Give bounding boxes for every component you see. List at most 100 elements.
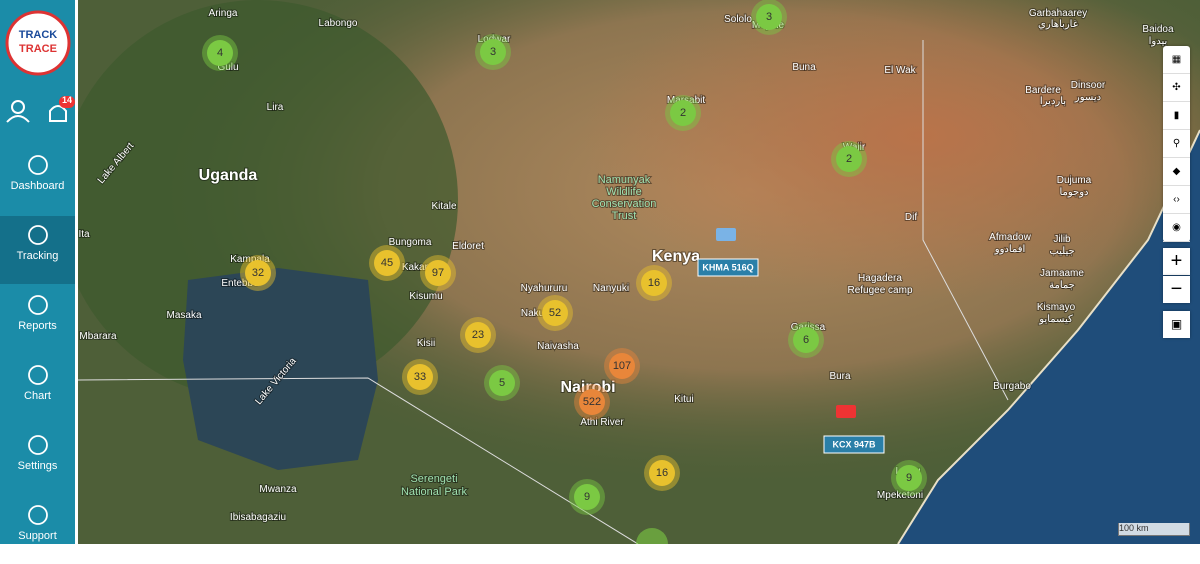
nav-icon bbox=[27, 435, 48, 455]
nav-item[interactable]: Tracking bbox=[0, 216, 75, 284]
cluster-count: 3 bbox=[766, 11, 772, 23]
cluster-dot bbox=[245, 260, 271, 286]
cluster-count: 97 bbox=[432, 267, 444, 279]
map-label: كيسمايو bbox=[1038, 314, 1073, 325]
vehicle-label: KHMA 516Q bbox=[702, 262, 753, 272]
cluster[interactable]: 23 bbox=[460, 317, 496, 353]
map-label: National Park bbox=[401, 486, 468, 498]
map-label: Lira bbox=[267, 102, 284, 113]
cluster-count: 9 bbox=[584, 491, 590, 503]
cluster-count: 16 bbox=[648, 277, 660, 289]
map-label: Trust bbox=[612, 210, 637, 222]
tool-button[interactable]: ✣ bbox=[1163, 74, 1190, 102]
vehicle-tag[interactable] bbox=[697, 258, 759, 277]
cluster[interactable]: 32 bbox=[240, 255, 276, 291]
map-label: Nyahururu bbox=[521, 283, 568, 294]
map-label: Bungoma bbox=[389, 237, 432, 248]
cluster-count: 3 bbox=[490, 46, 496, 58]
cluster-count: 45 bbox=[381, 257, 393, 269]
map-label: Masaka bbox=[166, 310, 201, 321]
cluster-dot bbox=[489, 370, 515, 396]
map-label: Kenya bbox=[652, 248, 700, 265]
cluster[interactable]: 2 bbox=[831, 141, 867, 177]
logo[interactable]: TRACK TRACE bbox=[0, 0, 75, 90]
tool-button[interactable]: ◉ bbox=[1163, 214, 1190, 242]
cluster-count: 5 bbox=[499, 377, 505, 389]
vehicle-icon[interactable] bbox=[836, 405, 856, 418]
cluster[interactable]: 9 bbox=[569, 479, 605, 515]
cluster[interactable]: 6 bbox=[788, 322, 824, 358]
tool-button[interactable]: ▮ bbox=[1163, 102, 1190, 130]
map-label: Labongo bbox=[319, 18, 358, 29]
nav-label: Dashboard bbox=[10, 180, 65, 192]
tool-button[interactable]: ◆ bbox=[1163, 158, 1190, 186]
map-label: Namunyak bbox=[598, 174, 651, 186]
map-label: Naivasha bbox=[537, 341, 579, 352]
cluster[interactable]: 45 bbox=[369, 245, 405, 281]
cluster-count: 107 bbox=[613, 360, 631, 372]
map-label: جيليب bbox=[1049, 246, 1074, 257]
cluster-dot bbox=[407, 364, 433, 390]
app: Aringa Labongo Gulu Lira Uganda Lake Albert Ka… bbox=[0, 0, 1200, 544]
map-label: غارباهاري bbox=[1038, 19, 1078, 30]
bell-icon[interactable] bbox=[49, 105, 67, 122]
top-icons: 14 bbox=[6, 95, 75, 123]
map-label: Kakan bbox=[402, 262, 430, 273]
nav-item[interactable]: Settings bbox=[0, 426, 75, 494]
cluster-count: 522 bbox=[583, 396, 601, 408]
map-label: Mpeketoni bbox=[877, 490, 923, 501]
cluster-dot bbox=[641, 270, 667, 296]
cluster-count: 2 bbox=[680, 107, 686, 119]
cluster-dot bbox=[542, 300, 568, 326]
map-label: Burgabo bbox=[993, 381, 1031, 392]
nav-icon bbox=[27, 225, 48, 245]
fullscreen[interactable]: ▣ bbox=[1163, 311, 1190, 338]
nav-label: Support bbox=[18, 530, 57, 542]
cluster-count: 4 bbox=[217, 47, 223, 59]
nav-item[interactable]: Chart bbox=[0, 356, 75, 424]
cluster[interactable]: 9 bbox=[891, 460, 927, 496]
cluster[interactable]: 33 bbox=[402, 359, 438, 395]
cluster[interactable]: 97 bbox=[420, 255, 456, 291]
zoom-out[interactable]: − bbox=[1163, 276, 1190, 303]
cluster-dot bbox=[649, 460, 675, 486]
cluster[interactable]: 52 bbox=[537, 295, 573, 331]
nav-label: Tracking bbox=[16, 250, 59, 262]
cluster-dot bbox=[896, 465, 922, 491]
nav-icon bbox=[27, 505, 48, 525]
cluster[interactable]: 16 bbox=[644, 455, 680, 491]
cluster[interactable]: 107 bbox=[604, 348, 640, 384]
cluster[interactable]: 522 bbox=[574, 384, 610, 420]
cluster-count: 6 bbox=[803, 334, 809, 346]
zoom-in[interactable]: + bbox=[1163, 248, 1190, 275]
user-icon[interactable] bbox=[11, 100, 25, 114]
vehicle-icon[interactable] bbox=[716, 228, 736, 241]
cluster[interactable]: 16 bbox=[636, 265, 672, 301]
map-label: Afmadow bbox=[989, 232, 1031, 243]
map-label: Mbarara bbox=[79, 331, 117, 342]
map-label: Sololo bbox=[724, 14, 752, 25]
cluster-dot bbox=[579, 389, 605, 415]
logo-text: TRACK bbox=[19, 29, 58, 41]
cluster[interactable]: 5 bbox=[484, 365, 520, 401]
cluster-dot bbox=[465, 322, 491, 348]
tool-button[interactable]: ‹› bbox=[1163, 186, 1190, 214]
cluster[interactable]: 4 bbox=[202, 35, 238, 71]
vehicle-tag[interactable] bbox=[823, 435, 885, 454]
tool-button[interactable]: ⚲ bbox=[1163, 130, 1190, 158]
cluster-count: 2 bbox=[846, 153, 852, 165]
nav-item[interactable]: Reports bbox=[0, 286, 75, 354]
cluster[interactable]: 3 bbox=[475, 34, 511, 70]
nav-item[interactable]: Support bbox=[0, 496, 75, 564]
tool-button[interactable]: ▦ bbox=[1163, 46, 1190, 74]
map-label: Kitale bbox=[431, 201, 456, 212]
cluster[interactable]: 2 bbox=[665, 95, 701, 131]
scale-bar: 100 km bbox=[1118, 523, 1190, 536]
nav-item[interactable]: Dashboard bbox=[0, 146, 75, 214]
cluster[interactable]: 3 bbox=[751, 0, 787, 35]
map-label: بيدوا bbox=[1149, 36, 1168, 47]
cluster-halo[interactable] bbox=[636, 528, 668, 544]
map-label: دوجوما bbox=[1059, 187, 1088, 198]
map-label: Uganda bbox=[199, 167, 258, 184]
